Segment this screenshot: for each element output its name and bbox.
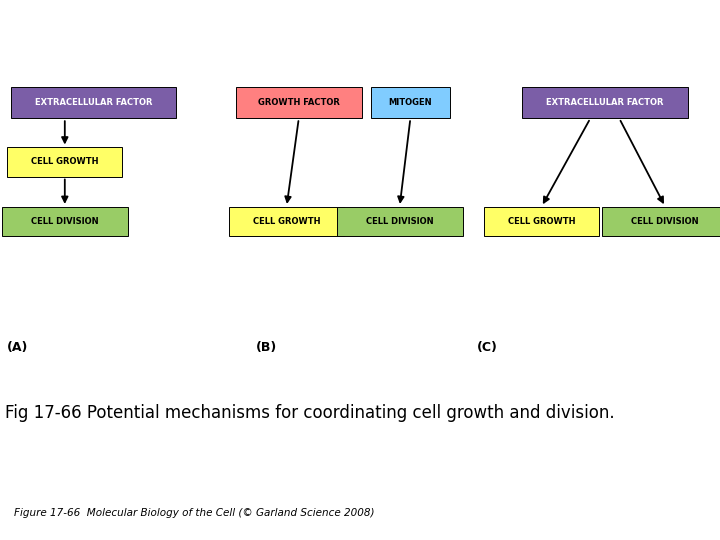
FancyBboxPatch shape xyxy=(602,207,720,236)
Text: EXTRACELLULAR FACTOR: EXTRACELLULAR FACTOR xyxy=(35,98,153,107)
Text: CELL DIVISION: CELL DIVISION xyxy=(631,217,699,226)
Text: MITOGEN: MITOGEN xyxy=(389,98,432,107)
Text: EXTRACELLULAR FACTOR: EXTRACELLULAR FACTOR xyxy=(546,98,664,107)
FancyBboxPatch shape xyxy=(371,87,450,118)
Text: CELL GROWTH: CELL GROWTH xyxy=(253,217,320,226)
FancyBboxPatch shape xyxy=(11,87,176,118)
FancyBboxPatch shape xyxy=(484,207,599,236)
FancyBboxPatch shape xyxy=(236,87,361,118)
Text: (C): (C) xyxy=(477,341,498,354)
Text: CELL DIVISION: CELL DIVISION xyxy=(31,217,99,226)
Text: Fig 17-66 Potential mechanisms for coordinating cell growth and division.: Fig 17-66 Potential mechanisms for coord… xyxy=(5,404,614,422)
FancyBboxPatch shape xyxy=(229,207,344,236)
Text: (B): (B) xyxy=(256,341,277,354)
Text: CELL GROWTH: CELL GROWTH xyxy=(508,217,575,226)
Text: CELL GROWTH: CELL GROWTH xyxy=(31,158,99,166)
Text: GROWTH FACTOR: GROWTH FACTOR xyxy=(258,98,340,107)
FancyBboxPatch shape xyxy=(522,87,688,118)
Text: Figure 17-66  Molecular Biology of the Cell (© Garland Science 2008): Figure 17-66 Molecular Biology of the Ce… xyxy=(14,508,375,518)
Text: (A): (A) xyxy=(7,341,29,354)
FancyBboxPatch shape xyxy=(337,207,463,236)
FancyBboxPatch shape xyxy=(7,147,122,177)
FancyBboxPatch shape xyxy=(2,207,128,236)
Text: CELL DIVISION: CELL DIVISION xyxy=(366,217,433,226)
